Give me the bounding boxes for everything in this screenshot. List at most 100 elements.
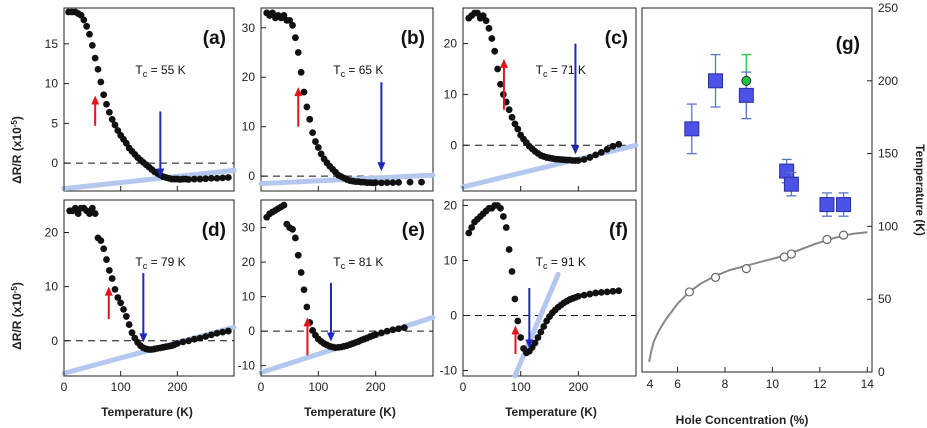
panel-g: 0 50 100 150 200 250 4 6 8 10 12 14 (g): [641, 1, 898, 391]
shared-axis-labels: ΔR/R (x10-5) ΔR/R (x10-5) Temperature (K…: [10, 116, 927, 427]
red-arrow-head: [294, 87, 303, 97]
y-tick-label: 10: [242, 290, 256, 304]
blue-arrow-head: [156, 168, 165, 178]
red-arrow-head: [91, 95, 100, 105]
data-point: [190, 335, 198, 343]
data-point: [91, 54, 99, 62]
data-point: [303, 303, 311, 311]
data-point: [598, 289, 605, 296]
data-point: [128, 329, 136, 337]
panel-label-b: (b): [401, 28, 425, 49]
data-point: [114, 294, 122, 301]
red-arrow-head: [303, 317, 312, 327]
data-point: [88, 204, 96, 212]
tc-open-circle: [710, 272, 721, 282]
y-tick-label: 10: [242, 120, 256, 134]
red-arrow-head: [499, 58, 508, 68]
data-point: [97, 237, 105, 245]
y-tick-label: -10: [440, 364, 458, 378]
tc-open-circle: [684, 287, 695, 297]
data-point: [71, 204, 79, 212]
data-point: [531, 339, 539, 347]
tc-label-b: Tc = 65 K: [333, 63, 383, 79]
x-tick-label: 200: [568, 380, 588, 394]
data-point: [224, 327, 232, 335]
y-tick-label: 10: [444, 254, 458, 268]
data-point: [289, 21, 296, 29]
x-tick-label: 12: [813, 377, 827, 391]
data-point: [100, 91, 108, 99]
g-y-axis-label: Temperature (K): [913, 144, 927, 236]
pseudogap-square: [738, 87, 754, 103]
panel-frame: [260, 199, 434, 377]
panel-label-d: (d): [202, 220, 226, 241]
data-point: [294, 49, 302, 56]
data-point: [574, 292, 582, 300]
y-tick-label: 20: [242, 255, 256, 269]
data-point: [586, 154, 594, 161]
data-point: [312, 138, 319, 145]
data-point: [103, 100, 110, 108]
data-point: [494, 65, 501, 73]
data-point: [111, 121, 119, 129]
data-point: [88, 41, 96, 49]
data-point: [389, 179, 397, 186]
blue-arrow-head: [571, 145, 580, 155]
blue-arrow-head: [326, 332, 335, 342]
panel-b: 0 10 20 30 (b) Tc = 65 K: [242, 7, 436, 192]
data-point: [418, 178, 425, 186]
data-point: [207, 331, 215, 339]
data-point: [196, 334, 204, 342]
data-point: [586, 290, 594, 298]
tc-open-circle: [838, 230, 849, 240]
data-point: [213, 329, 221, 337]
data-point: [508, 113, 516, 121]
data-point: [185, 337, 193, 345]
panels: 0 5 10 15 (a) Tc = 55 K 0 10 20 30 (b) Tc = 65 K 0 10…: [45, 1, 899, 394]
data-point: [292, 34, 299, 42]
tc-open-circle: [822, 234, 832, 245]
y-tick-label: -10: [238, 359, 256, 373]
green-marker: [741, 75, 752, 86]
tc-symbol: T: [536, 255, 544, 269]
panel-frame: [63, 199, 235, 377]
data-point: [502, 224, 510, 231]
panel-c: 0 10 20 (c) Tc = 71 K: [444, 7, 639, 192]
data-point: [574, 157, 582, 164]
data-point: [185, 176, 193, 183]
pseudogap-square: [836, 197, 852, 213]
data-point: [190, 175, 198, 183]
data-point: [108, 275, 116, 282]
data-point: [202, 333, 210, 340]
panel-frame: [462, 7, 637, 192]
panel-a: 0 5 10 15 (a) Tc = 55 K: [45, 7, 237, 192]
y-label-close: ): [10, 282, 24, 286]
data-point: [488, 35, 496, 42]
x-axis-label-f: Temperature (K): [505, 405, 597, 419]
data-point: [508, 268, 516, 275]
tc-value: = 79 K: [147, 255, 185, 269]
tc-subscript: c: [143, 261, 148, 271]
data-point: [314, 144, 322, 151]
tc-subscript: c: [341, 69, 346, 79]
y-tick-label: 250: [878, 1, 898, 15]
data-point: [372, 331, 380, 338]
tc-dome-curve: [648, 231, 868, 363]
data-point: [97, 78, 105, 86]
blue-arrow-head: [377, 162, 386, 172]
x-tick-label: 4: [647, 377, 654, 391]
data-point: [580, 291, 588, 299]
fit-line: [512, 271, 561, 379]
tc-symbol: T: [333, 63, 341, 77]
tc-value: = 55 K: [147, 63, 185, 77]
tc-value: = 65 K: [345, 63, 383, 77]
data-point: [540, 323, 548, 330]
data-point: [86, 210, 93, 217]
data-point: [499, 213, 507, 220]
x-tick-label: 100: [111, 380, 131, 394]
data-point: [537, 328, 545, 336]
data-point: [497, 80, 504, 88]
data-point: [117, 299, 125, 307]
tc-subscript: c: [341, 261, 346, 271]
